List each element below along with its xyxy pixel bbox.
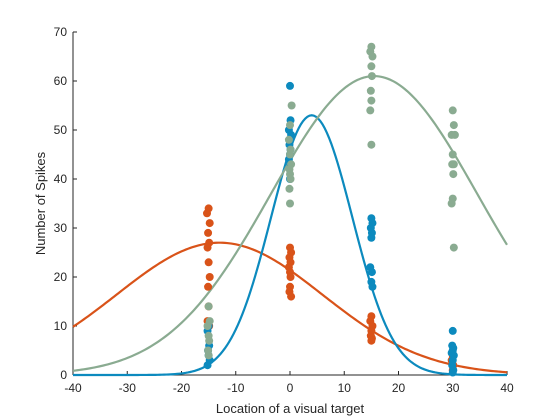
x-tick-label: 20 (392, 381, 406, 395)
x-tick-label: -20 (173, 381, 191, 395)
plot-area: -40 -30 -20 -10 0 10 20 30 40 0 10 20 30 40 50 60 70 (54, 25, 514, 395)
data-point-series-3 (286, 199, 294, 208)
x-axis-title: Location of a visual target (216, 401, 365, 416)
data-point-series-3 (448, 150, 457, 159)
data-point-series-3 (449, 170, 458, 179)
data-point-series-1 (203, 243, 212, 252)
data-point-series-3 (286, 121, 294, 130)
data-point-series-1 (286, 273, 295, 281)
data-point-series-3 (449, 121, 458, 130)
y-tick-label: 50 (54, 123, 68, 137)
data-point-series-1 (204, 282, 213, 291)
y-ticks: 0 10 20 30 40 50 60 70 (54, 25, 77, 382)
x-tick-label: 10 (338, 381, 352, 395)
data-point-series-1 (204, 258, 213, 267)
data-point-series-1 (205, 219, 214, 228)
data-point-series-3 (366, 86, 375, 95)
data-point-series-3 (285, 184, 294, 193)
data-point-series-3 (204, 351, 213, 360)
data-point-series-3 (368, 52, 377, 61)
y-tick-label: 20 (54, 270, 68, 284)
x-tick-label: 0 (287, 381, 294, 395)
x-tick-label: 40 (500, 381, 514, 395)
data-point-series-1 (367, 336, 376, 345)
data-point-series-3 (447, 199, 456, 208)
data-point-series-3 (287, 101, 296, 110)
data-point-series-3 (204, 302, 213, 311)
y-axis-title: Number of Spikes (33, 151, 48, 255)
data-point-series-3 (203, 322, 212, 330)
data-point-series-3 (205, 336, 214, 345)
data-point-series-2 (368, 282, 377, 291)
y-tick-label: 30 (54, 221, 68, 235)
y-tick-label: 70 (54, 25, 68, 39)
data-point-series-3 (367, 62, 376, 71)
data-point-series-2 (367, 268, 376, 277)
y-tick-label: 60 (54, 74, 68, 88)
data-point-series-3 (286, 175, 295, 183)
data-point-series-3 (448, 160, 457, 169)
data-points (203, 42, 459, 377)
data-point-series-3 (449, 243, 458, 252)
data-point-series-2 (367, 233, 376, 242)
data-point-series-3 (367, 72, 376, 81)
data-point-series-3 (448, 106, 457, 115)
y-tick-label: 40 (54, 172, 68, 186)
data-point-series-3 (367, 96, 376, 105)
y-tick-label: 0 (60, 368, 67, 382)
data-point-series-1 (287, 292, 296, 301)
data-point-series-2 (286, 81, 294, 90)
data-point-series-2 (448, 368, 457, 377)
data-point-series-1 (205, 273, 214, 281)
data-point-series-1 (204, 228, 213, 237)
data-point-series-2 (448, 326, 457, 335)
data-point-series-3 (450, 130, 459, 139)
data-point-series-3 (284, 135, 293, 144)
y-tick-label: 10 (54, 319, 68, 333)
data-point-series-1 (203, 209, 211, 218)
data-point-series-2 (203, 361, 212, 370)
x-tick-label: 30 (446, 381, 460, 395)
data-point-series-3 (367, 140, 376, 149)
x-tick-label: -30 (119, 381, 137, 395)
data-point-series-3 (366, 106, 375, 115)
data-point-series-3 (286, 150, 294, 159)
x-tick-label: -40 (64, 381, 82, 395)
x-tick-label: -10 (227, 381, 245, 395)
